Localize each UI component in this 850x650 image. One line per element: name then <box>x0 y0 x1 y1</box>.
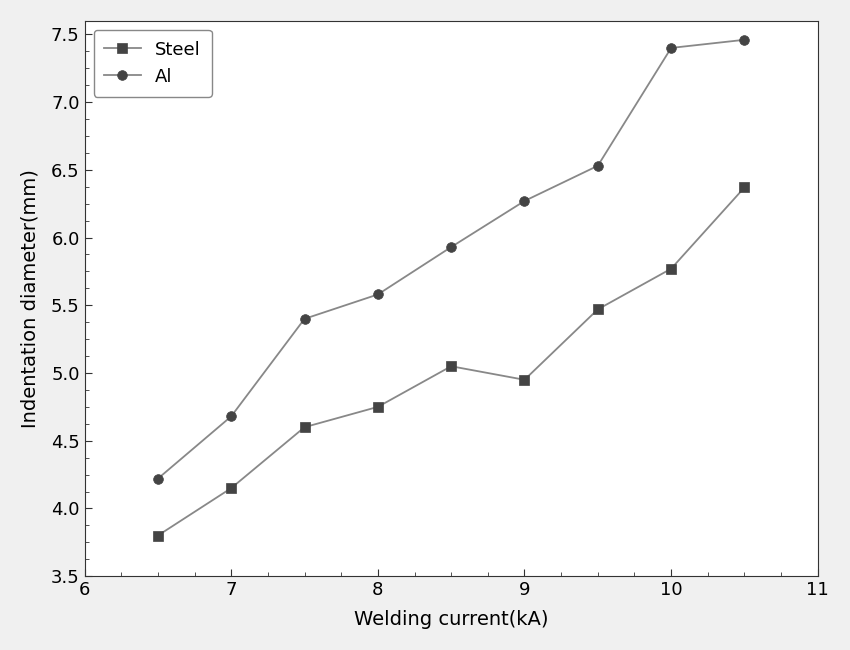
Al <box>373 291 383 298</box>
Steel <box>153 532 163 539</box>
Line: Al: Al <box>153 35 750 484</box>
X-axis label: Welding current(kA): Welding current(kA) <box>354 610 548 629</box>
Steel <box>666 265 677 272</box>
Y-axis label: Indentation diameter(mm): Indentation diameter(mm) <box>21 169 40 428</box>
Al <box>226 413 236 421</box>
Al <box>519 197 530 205</box>
Al <box>740 36 750 44</box>
Steel <box>519 376 530 384</box>
Al <box>666 44 677 52</box>
Al <box>592 162 603 170</box>
Steel <box>226 484 236 492</box>
Al <box>446 243 456 251</box>
Steel <box>740 183 750 191</box>
Legend: Steel, Al: Steel, Al <box>94 30 212 97</box>
Steel <box>373 403 383 411</box>
Line: Steel: Steel <box>153 183 750 540</box>
Steel <box>592 306 603 313</box>
Al <box>299 315 309 323</box>
Al <box>153 474 163 482</box>
Steel <box>299 423 309 431</box>
Steel <box>446 362 456 370</box>
